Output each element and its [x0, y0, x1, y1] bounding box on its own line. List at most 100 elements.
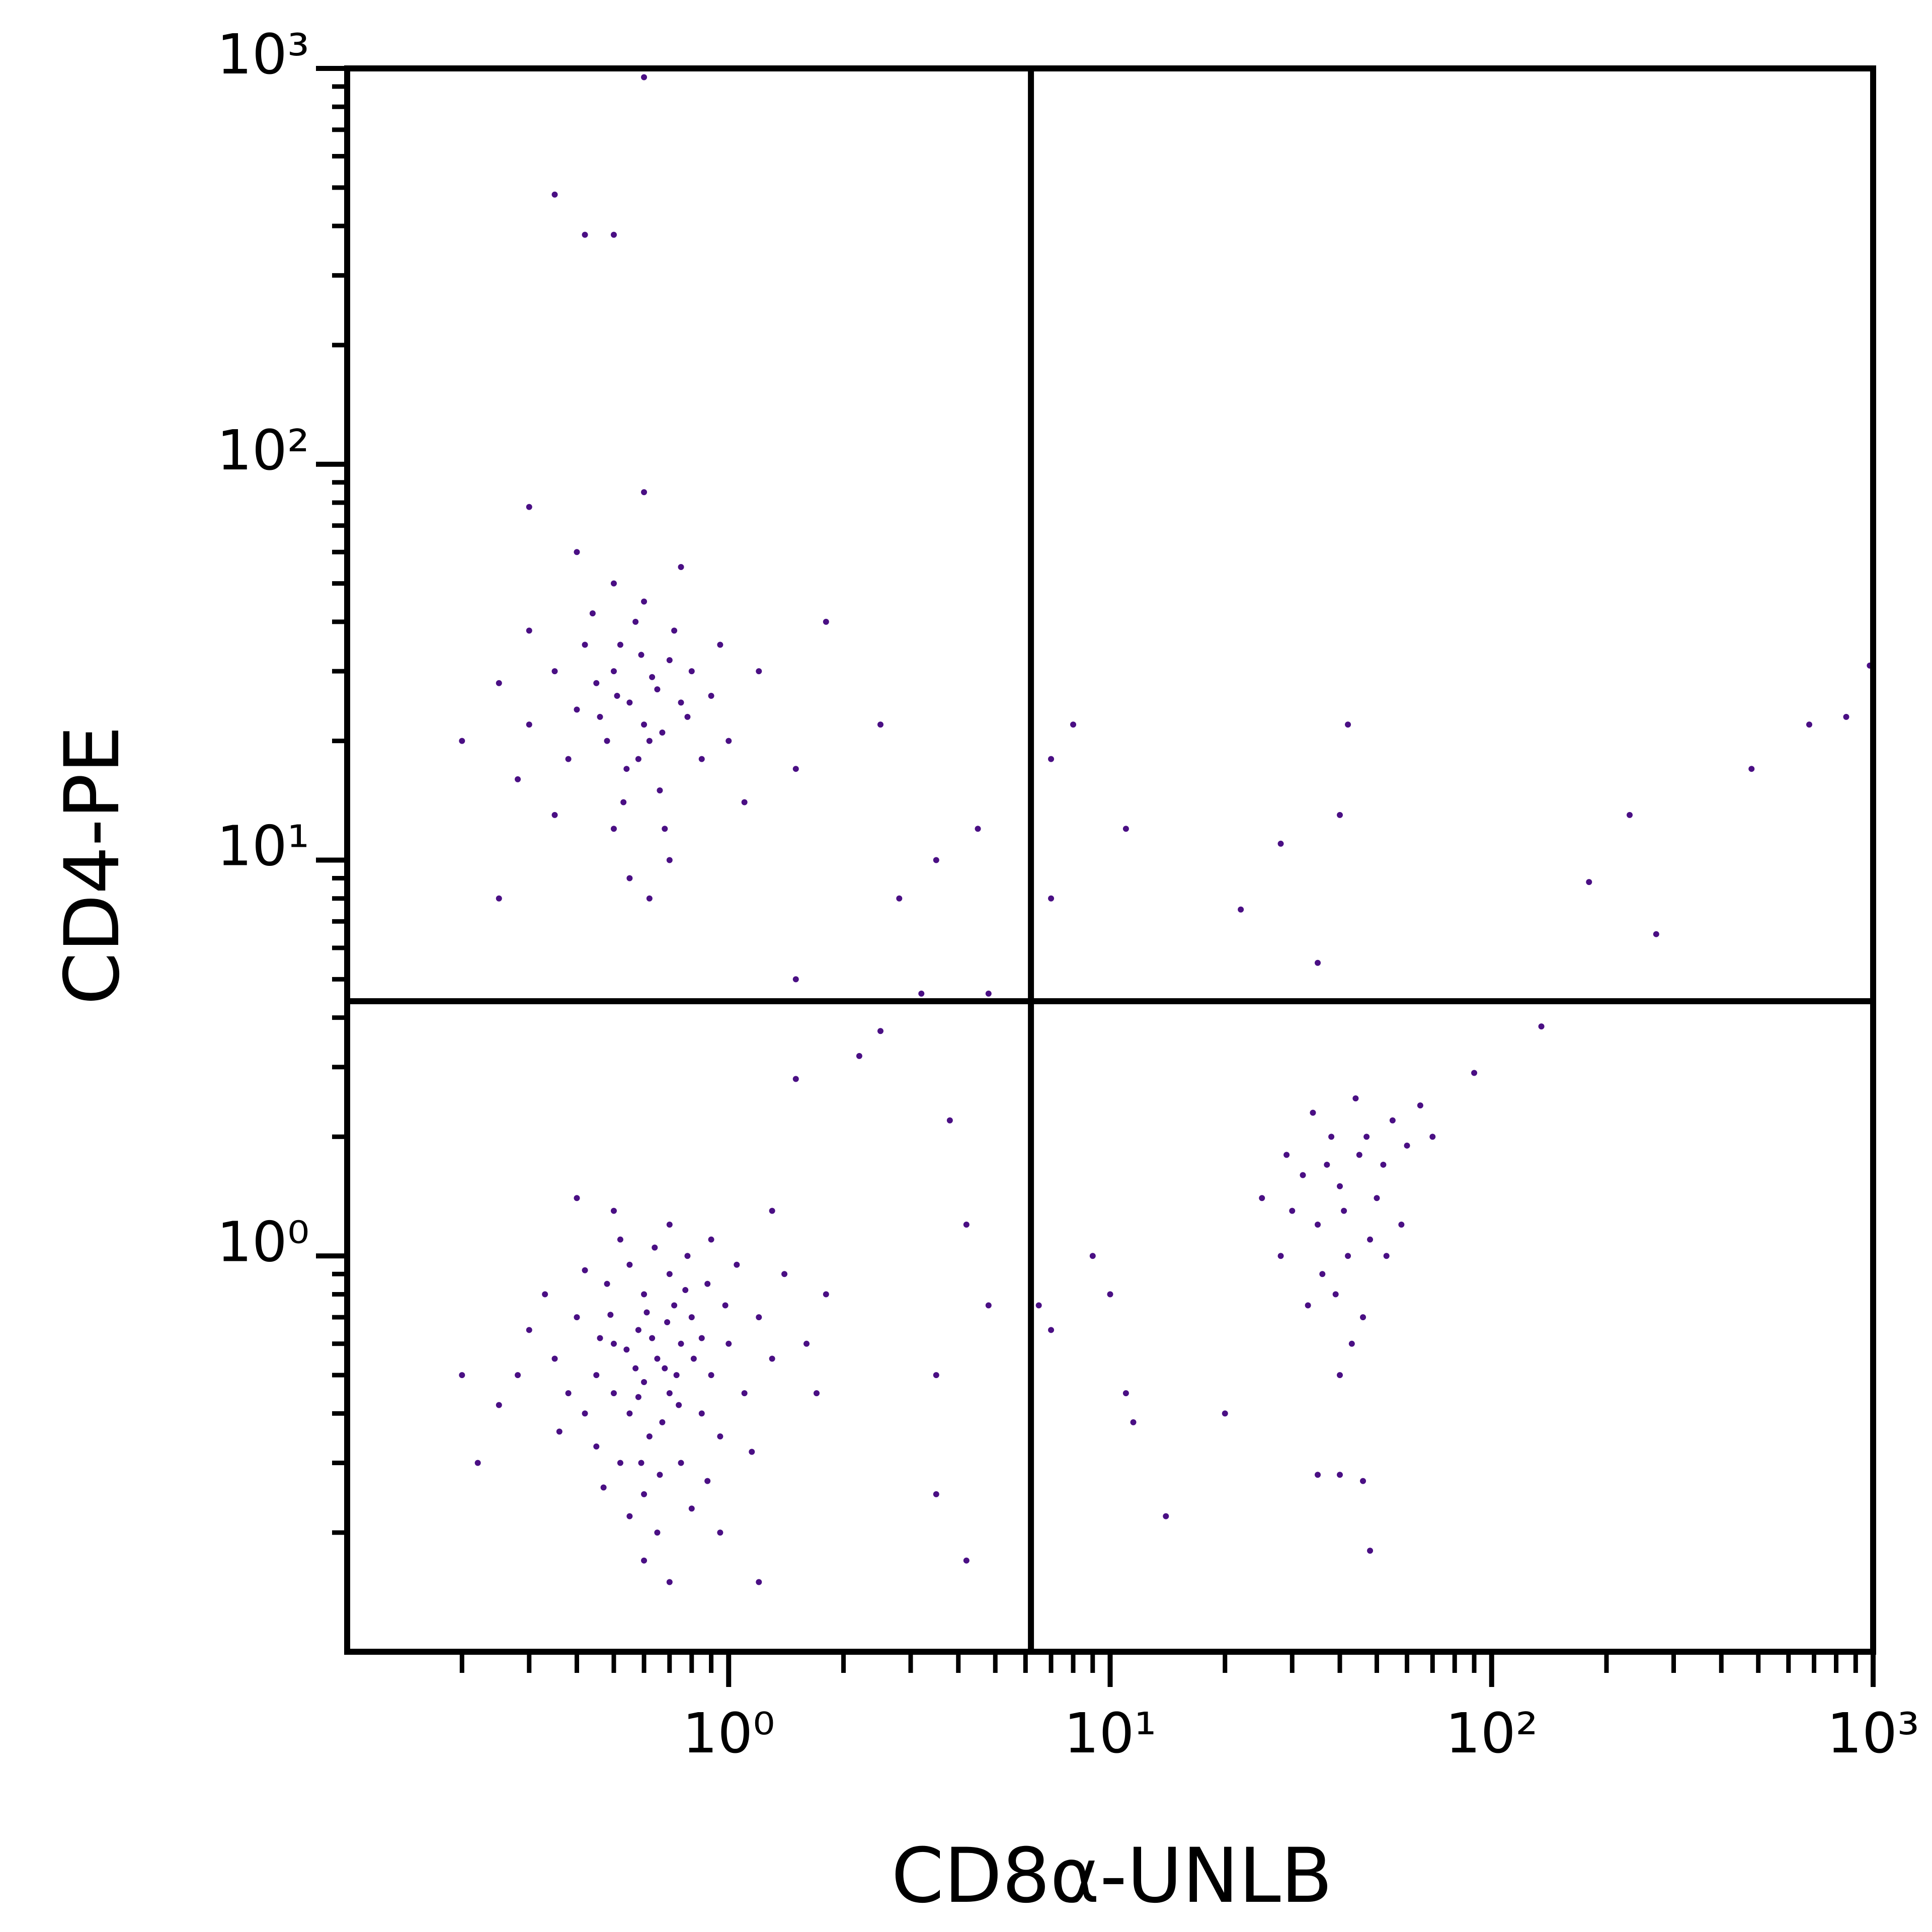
data-point	[704, 1478, 711, 1484]
data-point	[1277, 1253, 1284, 1259]
data-point	[614, 693, 620, 699]
data-point	[666, 1390, 673, 1397]
data-point	[662, 826, 668, 832]
data-point	[985, 990, 992, 997]
data-point	[1429, 1134, 1436, 1140]
data-point	[673, 1372, 680, 1379]
data-point	[756, 1579, 762, 1585]
data-point	[515, 776, 521, 782]
data-point	[749, 1448, 755, 1455]
data-point	[565, 756, 572, 762]
data-point	[632, 618, 639, 625]
y-tick-label: 10²	[217, 418, 309, 482]
data-point	[659, 1419, 666, 1425]
data-point	[1277, 840, 1284, 847]
data-point	[620, 799, 627, 806]
data-point	[1337, 1183, 1343, 1189]
data-point	[526, 1327, 532, 1333]
data-point	[1345, 1253, 1351, 1259]
data-point	[604, 1280, 610, 1287]
data-point	[610, 231, 617, 238]
data-point	[1289, 1208, 1296, 1214]
data-point	[526, 721, 532, 728]
data-point	[1324, 1161, 1330, 1168]
data-point	[1337, 1372, 1343, 1379]
data-point	[610, 580, 617, 587]
data-point	[496, 1402, 502, 1408]
data-point	[726, 1340, 732, 1347]
data-point	[635, 1327, 641, 1333]
data-point	[698, 1410, 705, 1417]
data-point	[638, 652, 645, 658]
data-point	[1315, 1221, 1321, 1228]
data-point	[678, 1460, 684, 1466]
data-point	[1538, 1023, 1545, 1030]
data-point	[657, 1472, 663, 1478]
data-point	[717, 1433, 723, 1439]
data-point	[610, 826, 617, 832]
data-point	[877, 721, 883, 728]
data-point	[626, 699, 633, 706]
y-axis-title: CD4-PE	[49, 726, 136, 1005]
x-tick-label: 10²	[1445, 1701, 1538, 1765]
data-point	[877, 1028, 883, 1034]
data-point	[641, 1557, 648, 1564]
data-point	[1380, 1161, 1387, 1168]
data-point	[896, 895, 903, 902]
data-point	[985, 1302, 992, 1309]
data-point	[649, 1335, 656, 1341]
data-point	[654, 686, 661, 693]
data-point	[1315, 1472, 1321, 1478]
data-point	[698, 756, 705, 762]
data-point	[646, 1433, 653, 1439]
data-point	[708, 693, 714, 699]
data-point	[741, 799, 748, 806]
data-point	[963, 1221, 970, 1228]
data-point	[654, 1530, 661, 1536]
data-point	[717, 1530, 723, 1536]
data-point	[551, 668, 558, 675]
data-point	[626, 875, 633, 881]
data-point	[698, 1335, 705, 1341]
data-point	[1122, 1390, 1129, 1397]
data-point	[671, 1302, 678, 1309]
data-point	[792, 1076, 799, 1082]
data-point	[662, 1365, 668, 1372]
data-point	[678, 1340, 684, 1347]
data-point	[638, 1460, 645, 1466]
data-point	[1389, 1117, 1396, 1123]
data-point	[610, 1340, 617, 1347]
data-point	[1471, 1070, 1478, 1076]
data-point	[652, 1244, 658, 1251]
data-point	[676, 1402, 682, 1408]
data-point	[1305, 1302, 1311, 1309]
data-point	[574, 549, 580, 555]
data-point	[856, 1053, 862, 1059]
data-point	[610, 1208, 617, 1214]
data-point	[610, 1390, 617, 1397]
data-point	[1222, 1410, 1228, 1417]
data-point	[1627, 812, 1633, 818]
data-point	[1367, 1236, 1374, 1243]
data-point	[551, 812, 558, 818]
data-point	[1843, 713, 1849, 720]
data-point	[792, 976, 799, 983]
data-point	[769, 1355, 775, 1362]
data-point	[635, 1394, 641, 1400]
data-point	[654, 1355, 661, 1362]
data-point	[708, 1372, 714, 1379]
data-point	[1332, 1291, 1339, 1298]
data-point	[593, 1443, 600, 1450]
y-tick-label: 10⁰	[217, 1210, 309, 1274]
data-point	[600, 1484, 607, 1491]
data-point	[556, 1428, 562, 1435]
data-point	[666, 1221, 673, 1228]
data-point	[593, 680, 600, 686]
data-point	[1163, 1513, 1169, 1519]
data-point	[641, 1491, 648, 1497]
data-point	[635, 756, 641, 762]
data-point	[641, 74, 648, 80]
data-point	[1319, 1271, 1326, 1277]
data-point	[678, 564, 684, 571]
